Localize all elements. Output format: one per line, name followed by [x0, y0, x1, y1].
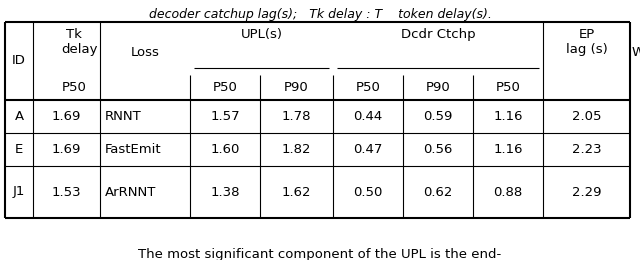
- Text: 1.16: 1.16: [493, 110, 523, 123]
- Text: Loss: Loss: [131, 47, 159, 60]
- Text: WER: WER: [632, 47, 640, 60]
- Text: 2.05: 2.05: [572, 110, 601, 123]
- Text: 0.62: 0.62: [423, 185, 452, 198]
- Text: 2.23: 2.23: [572, 143, 602, 156]
- Text: 0.56: 0.56: [423, 143, 452, 156]
- Text: RNNT: RNNT: [105, 110, 141, 123]
- Text: 0.47: 0.47: [353, 143, 383, 156]
- Text: 0.59: 0.59: [423, 110, 452, 123]
- Text: ArRNNT: ArRNNT: [105, 185, 156, 198]
- Text: P50: P50: [61, 81, 86, 94]
- Text: EP: EP: [579, 28, 595, 41]
- Text: UPL(s): UPL(s): [241, 28, 282, 41]
- Text: Tk: Tk: [67, 28, 83, 41]
- Text: ID: ID: [12, 55, 26, 68]
- Text: The most significant component of the UPL is the end-: The most significant component of the UP…: [138, 248, 502, 260]
- Text: Dcdr Ctchp: Dcdr Ctchp: [401, 28, 476, 41]
- Text: P50: P50: [495, 81, 520, 94]
- Text: 0.88: 0.88: [493, 185, 523, 198]
- Text: 0.44: 0.44: [353, 110, 383, 123]
- Text: 1.69: 1.69: [52, 110, 81, 123]
- Text: 1.62: 1.62: [282, 185, 311, 198]
- Text: 1.69: 1.69: [52, 143, 81, 156]
- Text: 1.82: 1.82: [282, 143, 311, 156]
- Text: P50: P50: [212, 81, 237, 94]
- Text: 1.38: 1.38: [211, 185, 240, 198]
- Text: 0.50: 0.50: [353, 185, 383, 198]
- Text: delay: delay: [61, 43, 98, 56]
- Text: decoder catchup lag(s);   Tk delay : T    token delay(s).: decoder catchup lag(s); Tk delay : T tok…: [148, 8, 492, 21]
- Text: FastEmit: FastEmit: [105, 143, 162, 156]
- Text: 1.57: 1.57: [210, 110, 240, 123]
- Text: J1: J1: [13, 185, 25, 198]
- Text: P90: P90: [284, 81, 309, 94]
- Text: 2.29: 2.29: [572, 185, 601, 198]
- Text: lag (s): lag (s): [566, 43, 607, 56]
- Text: 1.78: 1.78: [282, 110, 311, 123]
- Text: A: A: [15, 110, 24, 123]
- Text: P50: P50: [356, 81, 380, 94]
- Text: 1.16: 1.16: [493, 143, 523, 156]
- Text: E: E: [15, 143, 23, 156]
- Text: P90: P90: [426, 81, 451, 94]
- Text: 1.53: 1.53: [52, 185, 81, 198]
- Text: 1.60: 1.60: [211, 143, 240, 156]
